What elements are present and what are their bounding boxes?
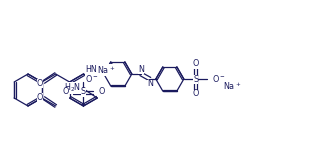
Text: N: N <box>147 80 153 89</box>
Text: S: S <box>81 88 86 97</box>
Text: O$^-$: O$^-$ <box>212 73 226 84</box>
Text: N: N <box>138 64 144 73</box>
Text: O: O <box>37 78 43 88</box>
Text: Na$^+$: Na$^+$ <box>97 64 116 76</box>
Text: HN: HN <box>85 64 97 73</box>
Text: S: S <box>193 75 198 84</box>
Text: O: O <box>98 88 105 97</box>
Text: O: O <box>37 93 43 102</box>
Text: Na$^+$: Na$^+$ <box>223 80 241 92</box>
Text: O: O <box>62 88 68 97</box>
Text: H$_2$N: H$_2$N <box>64 82 81 94</box>
Text: O$^-$: O$^-$ <box>85 73 99 84</box>
Text: O: O <box>193 60 199 69</box>
Text: O: O <box>193 89 199 98</box>
